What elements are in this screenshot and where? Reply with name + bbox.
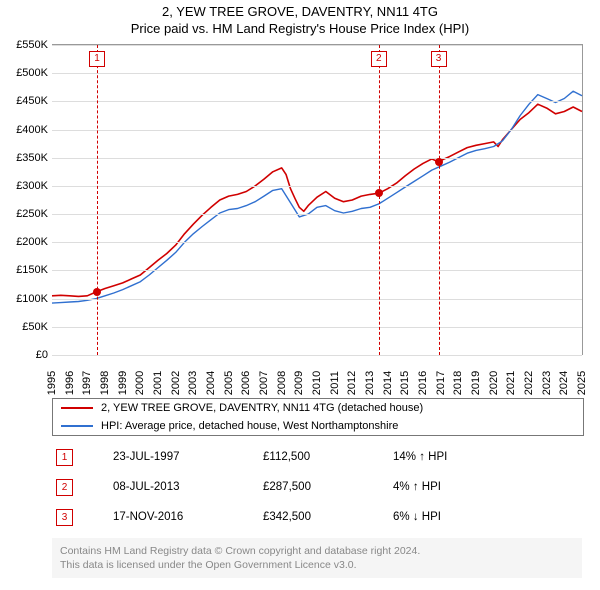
event-date: 17-NOV-2016 (113, 511, 263, 523)
x-axis-label: 1997 (81, 371, 93, 395)
title-line-1: 2, YEW TREE GROVE, DAVENTRY, NN11 4TG (0, 4, 600, 21)
y-axis-label: £150K (6, 264, 48, 276)
table-row: 3 17-NOV-2016£342,5006% ↓ HPI (52, 502, 582, 532)
x-axis-label: 2018 (452, 371, 464, 395)
grid-line (52, 299, 582, 300)
event-vline (97, 45, 98, 355)
grid-line (52, 45, 582, 46)
x-axis-label: 2015 (399, 371, 411, 395)
footer-note: Contains HM Land Registry data © Crown c… (52, 538, 582, 578)
event-price: £287,500 (263, 481, 393, 493)
x-axis-label: 2009 (293, 371, 305, 395)
title-line-2: Price paid vs. HM Land Registry's House … (0, 21, 600, 38)
y-axis-label: £200K (6, 236, 48, 248)
event-num-box: 3 (56, 509, 73, 526)
event-price: £112,500 (263, 451, 393, 463)
x-axis-label: 2003 (187, 371, 199, 395)
legend-item: HPI: Average price, detached house, West… (53, 417, 583, 435)
legend-box: 2, YEW TREE GROVE, DAVENTRY, NN11 4TG (d… (52, 398, 584, 436)
x-axis-label: 2002 (170, 371, 182, 395)
event-point-dot (375, 189, 383, 197)
x-axis-label: 2012 (346, 371, 358, 395)
x-axis-label: 2017 (435, 371, 447, 395)
y-axis-label: £300K (6, 180, 48, 192)
y-axis-label: £550K (6, 39, 48, 51)
x-axis-label: 2007 (258, 371, 270, 395)
event-marker-box: 3 (431, 51, 447, 67)
y-axis-label: £500K (6, 67, 48, 79)
y-axis-label: £400K (6, 124, 48, 136)
footer-line-1: Contains HM Land Registry data © Crown c… (60, 544, 574, 558)
x-axis-label: 2013 (364, 371, 376, 395)
y-axis-label: £350K (6, 152, 48, 164)
legend-item: 2, YEW TREE GROVE, DAVENTRY, NN11 4TG (d… (53, 399, 583, 417)
event-marker-box: 1 (89, 51, 105, 67)
grid-line (52, 73, 582, 74)
grid-line (52, 186, 582, 187)
x-axis-label: 2008 (276, 371, 288, 395)
x-axis-label: 2004 (205, 371, 217, 395)
event-point-dot (93, 288, 101, 296)
table-row: 2 08-JUL-2013£287,5004% ↑ HPI (52, 472, 582, 502)
grid-line (52, 355, 582, 356)
x-axis-label: 2010 (311, 371, 323, 395)
event-pct: 4% ↑ HPI (393, 481, 503, 493)
x-axis-label: 2014 (382, 371, 394, 395)
x-axis-label: 2005 (223, 371, 235, 395)
x-axis-label: 2020 (488, 371, 500, 395)
x-axis-label: 1995 (46, 371, 58, 395)
x-axis-label: 2019 (470, 371, 482, 395)
x-axis-label: 1998 (99, 371, 111, 395)
grid-line (52, 270, 582, 271)
event-num-box: 1 (56, 449, 73, 466)
x-axis-label: 1996 (64, 371, 76, 395)
event-vline (379, 45, 380, 355)
event-price: £342,500 (263, 511, 393, 523)
grid-line (52, 158, 582, 159)
y-axis-label: £450K (6, 95, 48, 107)
series-property (52, 104, 582, 296)
grid-line (52, 101, 582, 102)
legend-label: HPI: Average price, detached house, West… (101, 420, 398, 432)
x-axis-label: 2016 (417, 371, 429, 395)
y-axis-label: £250K (6, 208, 48, 220)
grid-line (52, 130, 582, 131)
legend-swatch (61, 407, 93, 409)
grid-line (52, 214, 582, 215)
event-point-dot (435, 158, 443, 166)
x-axis-label: 2000 (134, 371, 146, 395)
legend-label: 2, YEW TREE GROVE, DAVENTRY, NN11 4TG (d… (101, 402, 423, 414)
events-table: 1 23-JUL-1997£112,50014% ↑ HPI 2 08-JUL-201… (52, 442, 582, 532)
x-axis-label: 1999 (117, 371, 129, 395)
y-axis-label: £50K (6, 321, 48, 333)
x-axis-label: 2011 (329, 371, 341, 395)
table-row: 1 23-JUL-1997£112,50014% ↑ HPI (52, 442, 582, 472)
x-axis-label: 2021 (505, 371, 517, 395)
x-axis-label: 2001 (152, 371, 164, 395)
footer-line-2: This data is licensed under the Open Gov… (60, 558, 574, 572)
chart-svg (52, 45, 582, 355)
event-marker-box: 2 (371, 51, 387, 67)
x-axis-label: 2006 (240, 371, 252, 395)
grid-line (52, 327, 582, 328)
event-date: 08-JUL-2013 (113, 481, 263, 493)
x-axis-label: 2023 (541, 371, 553, 395)
event-pct: 14% ↑ HPI (393, 451, 503, 463)
grid-line (52, 242, 582, 243)
chart-plot-area: £0£50K£100K£150K£200K£250K£300K£350K£400… (52, 44, 583, 355)
x-axis-label: 2022 (523, 371, 535, 395)
event-pct: 6% ↓ HPI (393, 511, 503, 523)
legend-swatch (61, 425, 93, 427)
event-date: 23-JUL-1997 (113, 451, 263, 463)
event-vline (439, 45, 440, 355)
chart-title: 2, YEW TREE GROVE, DAVENTRY, NN11 4TG Pr… (0, 0, 600, 38)
x-axis-label: 2024 (558, 371, 570, 395)
y-axis-label: £0 (6, 349, 48, 361)
event-num-box: 2 (56, 479, 73, 496)
x-axis-label: 2025 (576, 371, 588, 395)
y-axis-label: £100K (6, 293, 48, 305)
